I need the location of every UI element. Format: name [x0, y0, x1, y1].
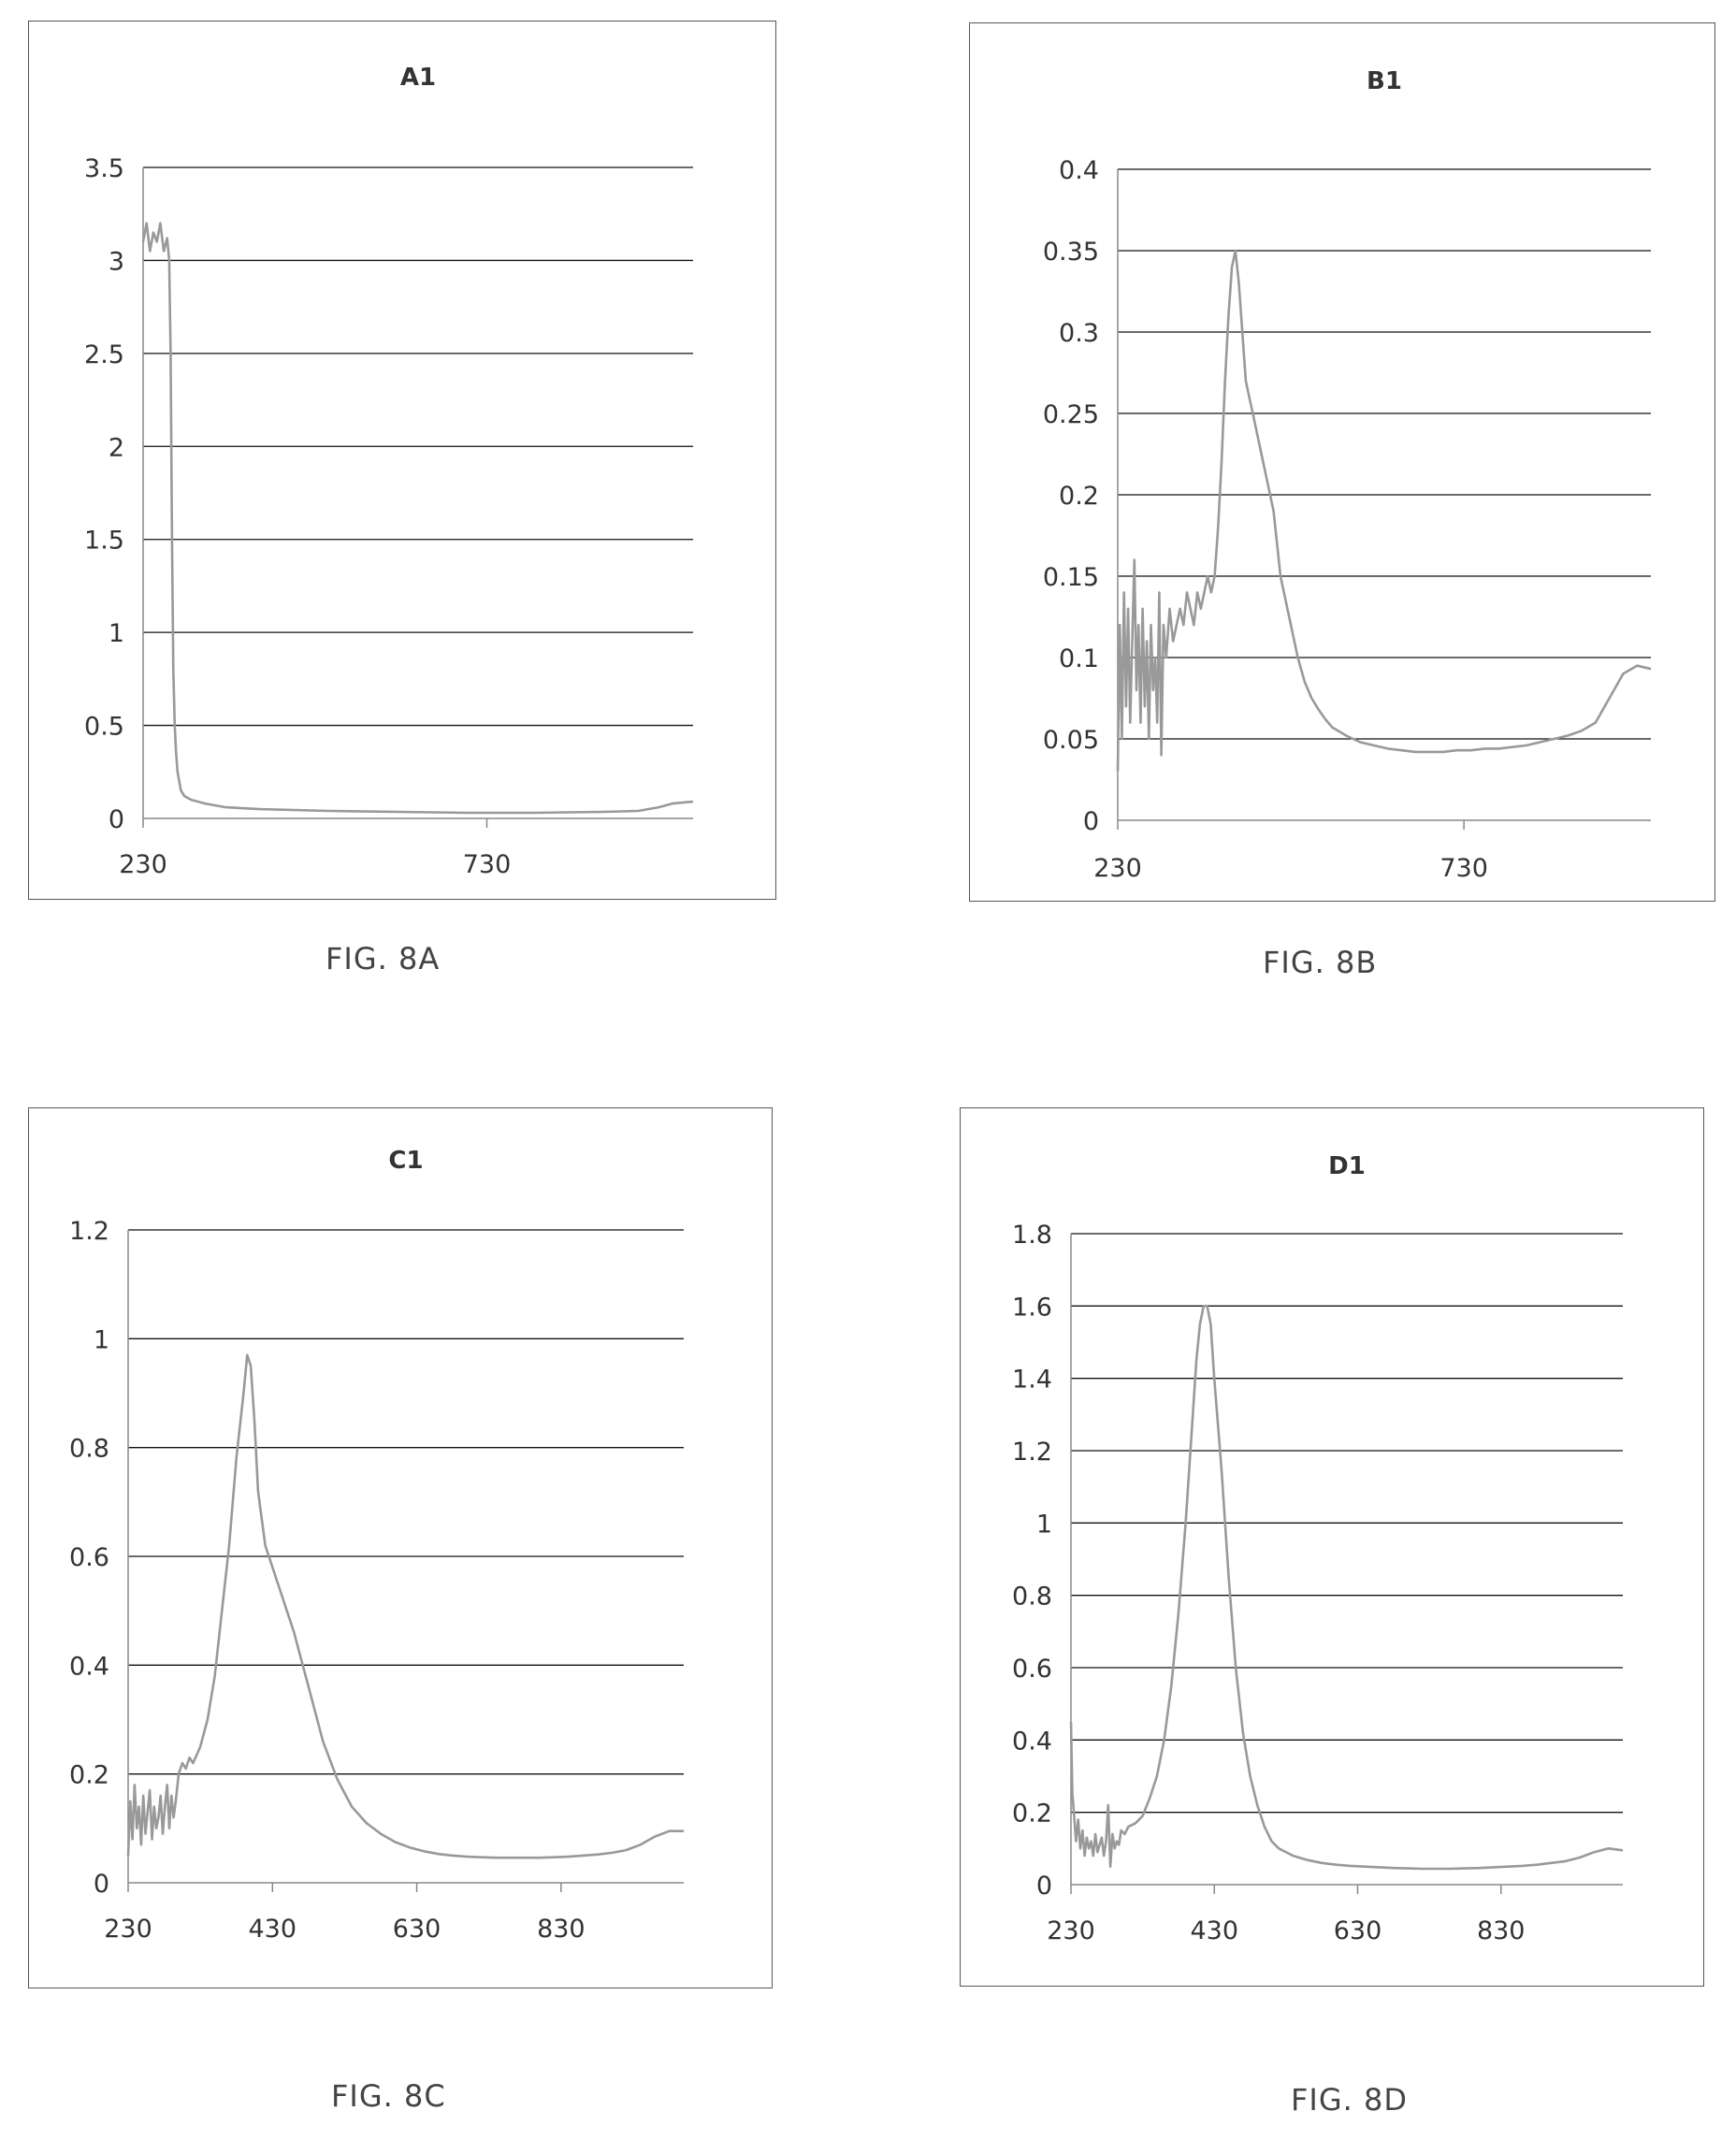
caption-fig-8a: FIG. 8A: [326, 941, 441, 976]
x-tick-label: 430: [249, 1915, 297, 1944]
y-tick-label: 1.6: [1012, 1293, 1052, 1322]
caption-fig-8b: FIG. 8B: [1263, 945, 1378, 980]
y-tick-label: 0.4: [1012, 1727, 1052, 1756]
chart-a-svg: A1 0 0.5 1 1.5 2 2.5 3 3.5 230 730: [84, 64, 694, 879]
y-tick-label: 1.5: [84, 527, 124, 556]
chart-b-svg: B1 0 0.05 0.1 0.15 0.2 0.25 0.3 0.35 0.4 230 730: [1043, 67, 1652, 883]
y-tick-label: 0: [94, 1870, 109, 1899]
absorbance-series-line: [1069, 1305, 1624, 1871]
y-tick-label: 0.6: [69, 1543, 109, 1572]
x-tick-label: 730: [1439, 854, 1488, 883]
caption-fig-8c: FIG. 8C: [331, 2078, 446, 2114]
chart-d-svg: D1 0 0.2 0.4 0.6 0.8 1 1.2 1.4 1.6 1.8 230 430 630 830: [1012, 1152, 1624, 1945]
x-tick-label: 230: [1093, 854, 1142, 883]
absorbance-series-line: [1116, 249, 1652, 772]
x-tick-label: 730: [463, 850, 512, 879]
caption-fig-8d: FIG. 8D: [1291, 2082, 1408, 2118]
chart-panel-a: A1 0 0.5 1 1.5 2 2.5 3 3.5 230 730: [28, 21, 776, 900]
x-tick-label: 230: [119, 850, 167, 879]
absorbance-series-line: [126, 1353, 684, 1859]
y-tick-label: 0.8: [69, 1435, 109, 1464]
x-tick-label: 430: [1190, 1916, 1238, 1945]
y-tick-label: 1.8: [1012, 1221, 1052, 1250]
chart-title: A1: [400, 64, 436, 92]
y-tick-label: 0.2: [1059, 482, 1099, 511]
y-tick-label: 0.4: [1059, 156, 1099, 185]
y-tick-label: 0.2: [69, 1761, 109, 1790]
y-tick-label: 0: [108, 805, 124, 834]
chart-title: D1: [1328, 1152, 1366, 1180]
y-tick-label: 0.4: [69, 1652, 109, 1681]
chart-panel-d: D1 0 0.2 0.4 0.6 0.8 1 1.2 1.4 1.6 1.8 230 430 630 830: [960, 1107, 1704, 1987]
y-tick-label: 0.35: [1043, 238, 1099, 267]
y-tick-label: 0.15: [1043, 563, 1099, 592]
y-tick-label: 0.5: [84, 713, 124, 742]
y-tick-label: 0.1: [1059, 644, 1099, 673]
y-tick-label: 0.2: [1012, 1800, 1052, 1829]
chart-panel-c: C1 0 0.2 0.4 0.6 0.8 1 1.2 230 430 630 830: [28, 1107, 773, 1988]
y-tick-label: 1.2: [69, 1217, 109, 1246]
y-tick-label: 0.25: [1043, 400, 1099, 429]
y-tick-label: 1: [1036, 1510, 1052, 1539]
y-tick-label: 1: [108, 619, 124, 648]
y-tick-label: 3: [108, 247, 124, 276]
chart-panel-b: B1 0 0.05 0.1 0.15 0.2 0.25 0.3 0.35 0.4 230 730: [969, 22, 1715, 902]
x-tick-label: 830: [537, 1915, 586, 1944]
x-tick-label: 630: [1334, 1916, 1382, 1945]
y-tick-label: 1.2: [1012, 1438, 1052, 1467]
x-tick-label: 630: [393, 1915, 441, 1944]
y-tick-label: 0.6: [1012, 1655, 1052, 1684]
y-tick-label: 0.05: [1043, 726, 1099, 755]
y-tick-label: 1.4: [1012, 1366, 1052, 1395]
y-tick-label: 0: [1036, 1872, 1052, 1901]
y-tick-label: 0.3: [1059, 319, 1099, 348]
y-tick-label: 0.8: [1012, 1583, 1052, 1612]
chart-title: B1: [1367, 67, 1402, 95]
chart-c-svg: C1 0 0.2 0.4 0.6 0.8 1 1.2 230 430 630 830: [69, 1147, 684, 1944]
x-tick-label: 230: [104, 1915, 152, 1944]
y-tick-label: 2.5: [84, 340, 124, 369]
y-tick-label: 0: [1083, 807, 1099, 836]
y-tick-label: 2: [108, 433, 124, 462]
absorbance-series-line: [141, 222, 694, 815]
x-tick-label: 230: [1047, 1916, 1095, 1945]
y-tick-label: 3.5: [84, 154, 124, 183]
y-tick-label: 1: [94, 1325, 109, 1354]
chart-title: C1: [388, 1147, 423, 1175]
x-tick-label: 830: [1477, 1916, 1526, 1945]
